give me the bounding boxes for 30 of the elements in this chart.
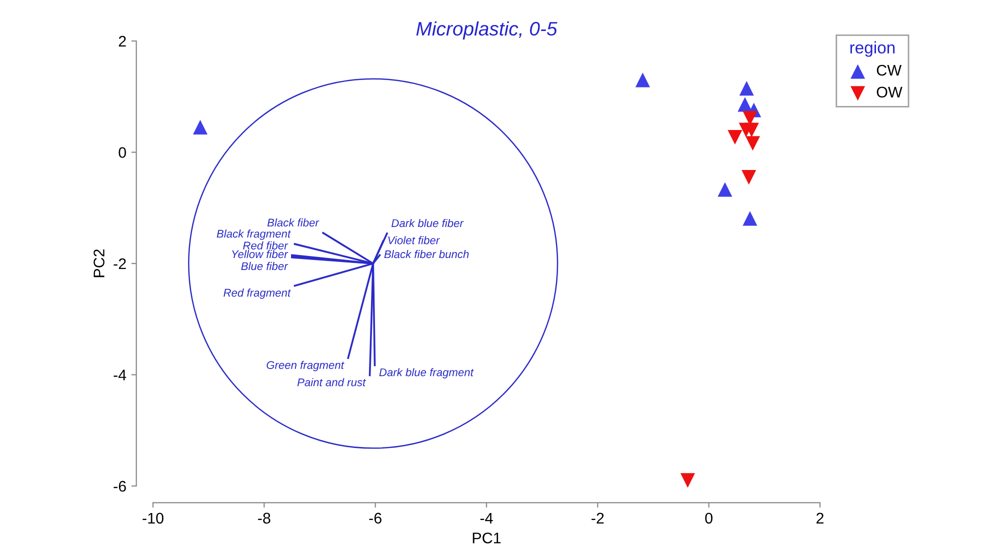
- y-tick-label: -4: [114, 370, 126, 380]
- x-tick-label: -10: [142, 512, 164, 524]
- legend-label: OW: [876, 86, 902, 98]
- x-tick-label: -4: [480, 512, 493, 524]
- series-label: Black fragment: [216, 230, 291, 240]
- y-tick-label: 0: [118, 147, 126, 158]
- x-tick-label: 0: [705, 512, 712, 524]
- x-tick-label: -6: [369, 512, 382, 524]
- series-label: Yellow fiber: [232, 250, 288, 258]
- legend-label: CW: [876, 64, 902, 76]
- y-tick-label: -6: [114, 480, 126, 492]
- series-label: Dark blue fiber: [392, 218, 464, 228]
- series-label: Black fiber: [267, 218, 320, 227]
- y-axis-title: PC2: [94, 249, 104, 278]
- series-label: Red fiber: [243, 241, 288, 250]
- y-tick-label: 2: [118, 36, 126, 47]
- series-label: Green fragment: [266, 360, 344, 372]
- series-label: Paint and rust: [297, 378, 366, 386]
- series-label: Black fiber bunch: [384, 250, 469, 258]
- y-tick-label: -2: [114, 258, 126, 270]
- series-label: Blue fiber: [241, 262, 288, 270]
- x-tick-label: -2: [592, 512, 604, 524]
- chart-title: Microplastic, 0-5: [416, 21, 558, 40]
- x-tick-label: -8: [258, 512, 270, 524]
- x-axis-title: PC1: [472, 532, 501, 544]
- x-tick-label: 2: [816, 512, 824, 524]
- series-label: Dark blue fragment: [379, 368, 474, 378]
- series-label: Red fragment: [224, 288, 291, 299]
- series-label: Violet fiber: [388, 236, 440, 244]
- legend-title: region: [850, 41, 895, 57]
